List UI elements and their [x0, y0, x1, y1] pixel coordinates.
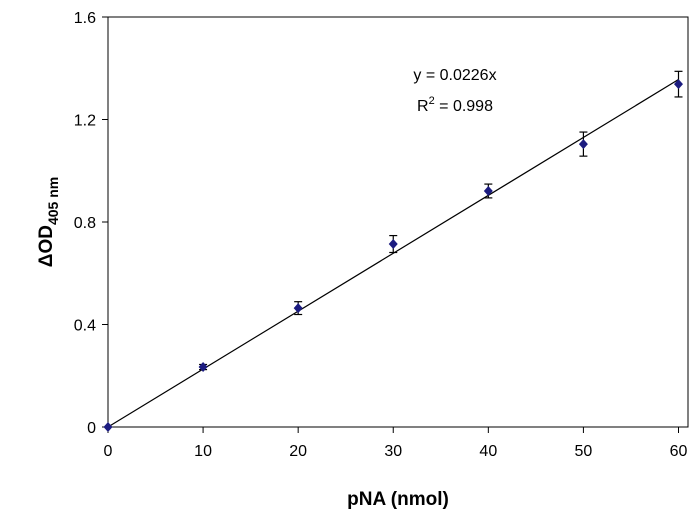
y-axis-title: ΔOD405 nm: [36, 177, 61, 267]
y-tick-label: 0.8: [74, 215, 96, 232]
x-tick-label: 60: [670, 443, 688, 460]
data-point: [103, 422, 113, 432]
x-tick-label: 20: [289, 443, 307, 460]
data-point: [198, 362, 208, 373]
x-tick-label: 40: [479, 443, 497, 460]
r2-sup: 2: [429, 95, 435, 107]
y-axis-title-main: ΔOD: [36, 225, 57, 267]
data-point: [578, 139, 588, 150]
x-tick-label: 50: [575, 443, 593, 460]
x-tick-label: 10: [194, 443, 212, 460]
x-tick-label: 0: [104, 443, 113, 460]
x-axis-title: pNA (nmol): [347, 489, 449, 510]
data-point: [673, 79, 683, 90]
r2-rest: = 0.998: [435, 98, 493, 115]
trendline: [107, 79, 679, 428]
plot-frame: [107, 16, 689, 428]
data-point: [293, 303, 303, 314]
x-tick-label: 30: [384, 443, 402, 460]
y-tick-label: 0: [87, 420, 96, 437]
y-tick-label: 0.4: [74, 318, 96, 335]
data-point: [483, 185, 493, 196]
r2-label: R2 = 0.998: [417, 95, 493, 115]
y-axis-title-sub: 405 nm: [45, 177, 61, 225]
r2-base: R: [417, 98, 429, 115]
data-point: [388, 239, 398, 250]
equation-label: y = 0.0226x: [413, 67, 496, 84]
y-tick-label: 1.2: [74, 113, 96, 130]
y-tick-label: 1.6: [74, 10, 96, 27]
